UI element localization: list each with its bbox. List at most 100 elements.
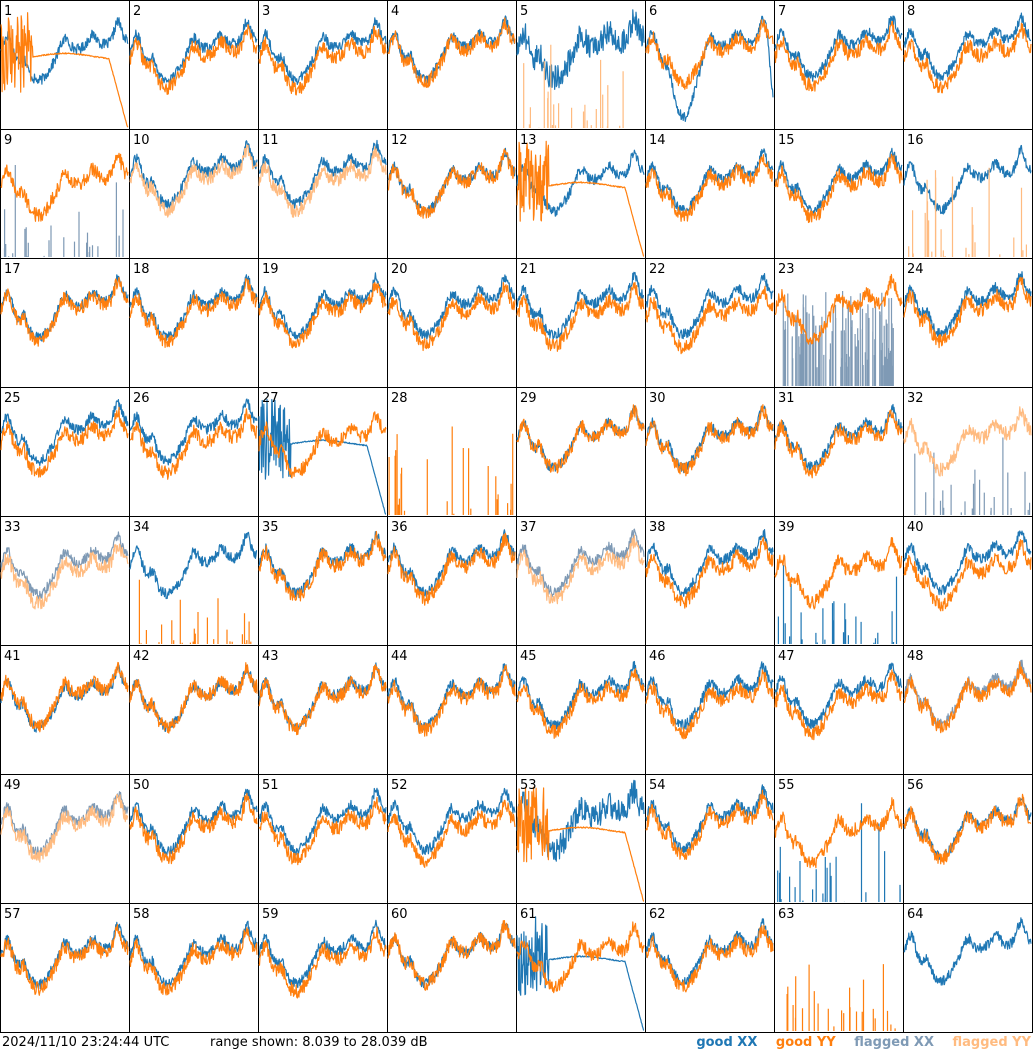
series-yy-52 <box>387 799 516 868</box>
series-yy-38 <box>645 536 774 609</box>
panel-label: 49 <box>4 778 21 793</box>
panel-label: 52 <box>391 778 408 793</box>
panel-label: 23 <box>778 262 795 277</box>
panel-label: 10 <box>133 133 150 148</box>
panel-label: 63 <box>778 907 795 922</box>
panel-5: 5 <box>516 0 646 130</box>
timestamp: 2024/11/10 23:24:44 UTC <box>2 1035 170 1050</box>
panel-frame <box>258 516 388 646</box>
panel-55: 55 <box>774 774 904 904</box>
panel-50: 50 <box>129 774 259 904</box>
panel-38: 38 <box>645 516 775 646</box>
panel-label: 59 <box>262 907 279 922</box>
series-yy-17 <box>0 276 129 347</box>
series-yy-18 <box>129 278 258 348</box>
panel-51: 51 <box>258 774 388 904</box>
series-yy-13 <box>516 140 645 257</box>
series-yy-39 <box>774 537 903 610</box>
panel-label: 58 <box>133 907 150 922</box>
series-xx-14 <box>645 148 774 215</box>
panel-frame <box>129 129 259 259</box>
panel-frame <box>0 645 130 775</box>
panel-label: 61 <box>520 907 537 922</box>
panel-label: 57 <box>4 907 21 922</box>
panel-label: 7 <box>778 4 786 19</box>
legend-flagged-xx: flagged XX <box>854 1035 934 1050</box>
panel-46: 46 <box>645 645 775 775</box>
series-yy-56 <box>903 793 1032 865</box>
panel-label: 28 <box>391 391 408 406</box>
series-xx-11 <box>258 139 387 209</box>
series-yy-30 <box>645 404 774 477</box>
range-shown: range shown: 8.039 to 28.039 dB <box>210 1035 428 1050</box>
panel-1: 1 <box>0 0 130 130</box>
panel-26: 26 <box>129 387 259 517</box>
series-xx-50 <box>129 788 258 857</box>
panel-64: 64 <box>903 903 1033 1033</box>
panel-label: 17 <box>4 262 21 277</box>
series-yy-37 <box>516 534 645 605</box>
series-xx-53 <box>516 779 645 862</box>
series-xx-39 <box>777 564 898 644</box>
panel-13: 13 <box>516 129 646 259</box>
panel-frame <box>903 903 1033 1033</box>
panel-label: 22 <box>649 262 666 277</box>
series-xx-55 <box>777 803 901 902</box>
series-yy-50 <box>129 792 258 865</box>
panel-2: 2 <box>129 0 259 130</box>
series-yy-34 <box>138 579 252 644</box>
panel-frame <box>903 774 1033 904</box>
panel-label: 15 <box>778 133 795 148</box>
panel-label: 33 <box>4 520 21 535</box>
panel-label: 36 <box>391 520 408 535</box>
series-xx-58 <box>129 920 258 990</box>
legend: good XX good YY flagged XX flagged YY <box>682 1033 1031 1053</box>
panel-frame <box>129 516 259 646</box>
panel-label: 43 <box>262 649 279 664</box>
series-yy-2 <box>129 24 258 95</box>
series-xx-61 <box>516 916 645 1031</box>
panel-16: 16 <box>903 129 1033 259</box>
panel-label: 30 <box>649 391 666 406</box>
panel-6: 6 <box>645 0 775 130</box>
legend-good-yy: good YY <box>775 1035 836 1050</box>
series-xx-21 <box>516 271 645 341</box>
series-yy-4 <box>387 17 516 88</box>
panel-56: 56 <box>903 774 1033 904</box>
panel-36: 36 <box>387 516 517 646</box>
panel-label: 3 <box>262 4 270 19</box>
panel-29: 29 <box>516 387 646 517</box>
series-yy-14 <box>645 154 774 222</box>
series-xx-33 <box>0 531 129 601</box>
panel-frame <box>516 0 646 130</box>
panel-41: 41 <box>0 645 130 775</box>
panel-19: 19 <box>258 258 388 388</box>
series-yy-43 <box>258 664 387 736</box>
footer: 2024/11/10 23:24:44 UTC range shown: 8.0… <box>0 1033 1033 1053</box>
series-yy-10 <box>129 144 258 218</box>
panel-label: 41 <box>4 649 21 664</box>
series-yy-11 <box>258 146 387 218</box>
series-yy-55 <box>774 797 903 869</box>
panel-28: 28 <box>387 387 517 517</box>
series-yy-58 <box>129 927 258 996</box>
panel-30: 30 <box>645 387 775 517</box>
panel-frame <box>387 903 517 1033</box>
panel-frame <box>645 903 775 1033</box>
panel-54: 54 <box>645 774 775 904</box>
series-yy-29 <box>516 404 645 474</box>
panel-label: 2 <box>133 4 141 19</box>
series-xx-51 <box>258 787 387 856</box>
panel-label: 21 <box>520 262 537 277</box>
panel-label: 27 <box>262 391 279 406</box>
panel-20: 20 <box>387 258 517 388</box>
series-yy-49 <box>0 794 129 863</box>
panel-label: 55 <box>778 778 795 793</box>
series-xx-3 <box>258 17 387 85</box>
series-yy-9 <box>0 152 129 222</box>
series-xx-23 <box>782 291 894 386</box>
panel-label: 56 <box>907 778 924 793</box>
panel-label: 16 <box>907 133 924 148</box>
panel-43: 43 <box>258 645 388 775</box>
